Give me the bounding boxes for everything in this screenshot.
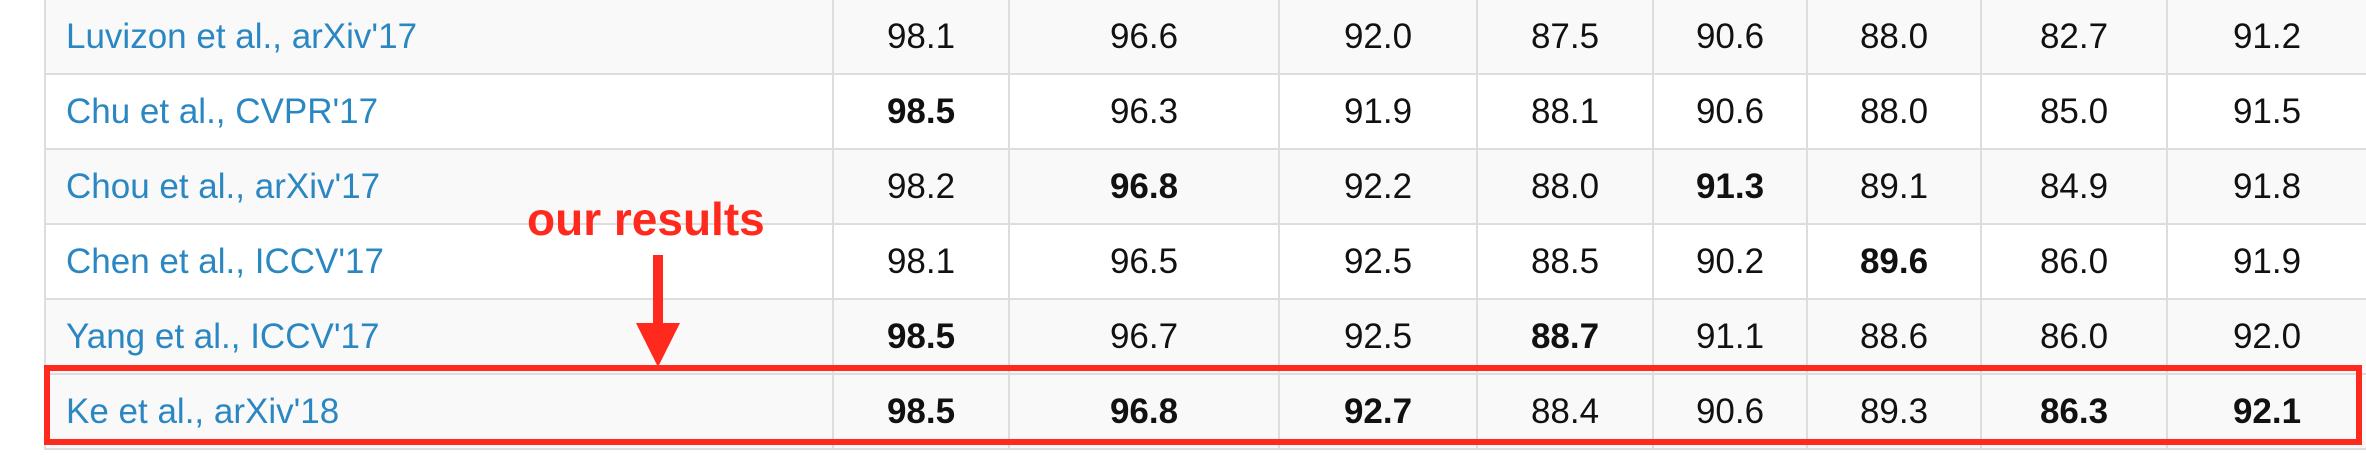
score-cell: 90.6 bbox=[1652, 373, 1808, 450]
score-cell: 92.0 bbox=[1278, 0, 1478, 75]
score-cell: 89.1 bbox=[1806, 148, 1982, 225]
score-cell: 91.5 bbox=[2166, 73, 2366, 150]
annotation-label: our results bbox=[527, 193, 765, 245]
score-cell: 89.3 bbox=[1806, 373, 1982, 450]
score-cell: 92.5 bbox=[1278, 223, 1478, 300]
method-link[interactable]: Yang et al., ICCV'17 bbox=[44, 298, 834, 375]
score-cell: 82.7 bbox=[1980, 0, 2168, 75]
table-row: Chen et al., ICCV'17 98.1 96.5 92.5 88.5… bbox=[44, 223, 2366, 300]
score-cell: 88.1 bbox=[1476, 73, 1654, 150]
score-cell: 90.2 bbox=[1652, 223, 1808, 300]
score-cell: 86.3 bbox=[1980, 373, 2168, 450]
table-row: Chou et al., arXiv'17 98.2 96.8 92.2 88.… bbox=[44, 148, 2366, 225]
score-cell: 98.5 bbox=[832, 373, 1010, 450]
score-cell: 88.4 bbox=[1476, 373, 1654, 450]
score-cell: 86.0 bbox=[1980, 223, 2168, 300]
score-cell: 85.0 bbox=[1980, 73, 2168, 150]
score-cell: 98.1 bbox=[832, 0, 1010, 75]
table-row-our-results: Ke et al., arXiv'18 98.5 96.8 92.7 88.4 … bbox=[44, 373, 2366, 450]
score-cell: 90.6 bbox=[1652, 0, 1808, 75]
score-cell: 89.6 bbox=[1806, 223, 1982, 300]
score-cell: 88.5 bbox=[1476, 223, 1654, 300]
score-cell: 96.3 bbox=[1008, 73, 1280, 150]
score-cell: 92.5 bbox=[1278, 298, 1478, 375]
score-cell: 96.7 bbox=[1008, 298, 1280, 375]
score-cell: 84.9 bbox=[1980, 148, 2168, 225]
score-cell: 92.2 bbox=[1278, 148, 1478, 225]
score-cell: 98.2 bbox=[832, 148, 1010, 225]
score-cell: 87.5 bbox=[1476, 0, 1654, 75]
score-cell: 91.3 bbox=[1652, 148, 1808, 225]
arrow-down-icon bbox=[636, 255, 680, 367]
score-cell: 88.7 bbox=[1476, 298, 1654, 375]
table-row: Yang et al., ICCV'17 98.5 96.7 92.5 88.7… bbox=[44, 298, 2366, 375]
score-cell: 92.0 bbox=[2166, 298, 2366, 375]
score-cell: 98.1 bbox=[832, 223, 1010, 300]
score-cell: 96.8 bbox=[1008, 148, 1280, 225]
score-cell: 96.5 bbox=[1008, 223, 1280, 300]
score-cell: 91.9 bbox=[2166, 223, 2366, 300]
score-cell: 90.6 bbox=[1652, 73, 1808, 150]
table-row: Chu et al., CVPR'17 98.5 96.3 91.9 88.1 … bbox=[44, 73, 2366, 150]
score-cell: 96.6 bbox=[1008, 0, 1280, 75]
score-cell: 88.0 bbox=[1476, 148, 1654, 225]
score-cell: 91.2 bbox=[2166, 0, 2366, 75]
method-link[interactable]: Chou et al., arXiv'17 bbox=[44, 148, 834, 225]
score-cell: 91.8 bbox=[2166, 148, 2366, 225]
score-cell: 88.0 bbox=[1806, 0, 1982, 75]
method-link[interactable]: Chen et al., ICCV'17 bbox=[44, 223, 834, 300]
score-cell: 92.1 bbox=[2166, 373, 2366, 450]
score-cell: 88.6 bbox=[1806, 298, 1982, 375]
method-link[interactable]: Chu et al., CVPR'17 bbox=[44, 73, 834, 150]
score-cell: 91.9 bbox=[1278, 73, 1478, 150]
score-cell: 98.5 bbox=[832, 73, 1010, 150]
score-cell: 88.0 bbox=[1806, 73, 1982, 150]
score-cell: 91.1 bbox=[1652, 298, 1808, 375]
table-row: Luvizon et al., arXiv'17 98.1 96.6 92.0 … bbox=[44, 0, 2366, 75]
score-cell: 98.5 bbox=[832, 298, 1010, 375]
method-link[interactable]: Luvizon et al., arXiv'17 bbox=[44, 0, 834, 75]
method-link[interactable]: Ke et al., arXiv'18 bbox=[44, 373, 834, 450]
score-cell: 92.7 bbox=[1278, 373, 1478, 450]
results-table: Luvizon et al., arXiv'17 98.1 96.6 92.0 … bbox=[44, 0, 2366, 450]
score-cell: 86.0 bbox=[1980, 298, 2168, 375]
score-cell: 96.8 bbox=[1008, 373, 1280, 450]
